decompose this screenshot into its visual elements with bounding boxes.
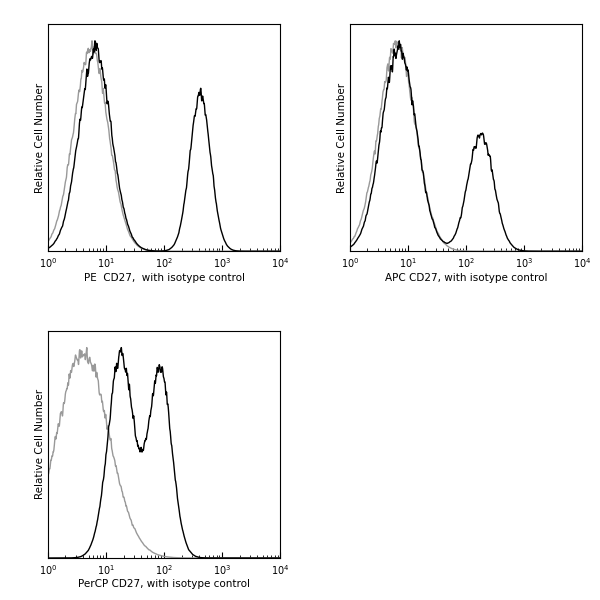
X-axis label: PE  CD27,  with isotype control: PE CD27, with isotype control bbox=[83, 272, 245, 283]
Y-axis label: Relative Cell Number: Relative Cell Number bbox=[35, 83, 45, 193]
Y-axis label: Relative Cell Number: Relative Cell Number bbox=[337, 83, 347, 193]
X-axis label: APC CD27, with isotype control: APC CD27, with isotype control bbox=[385, 272, 547, 283]
X-axis label: PerCP CD27, with isotype control: PerCP CD27, with isotype control bbox=[78, 580, 250, 589]
Y-axis label: Relative Cell Number: Relative Cell Number bbox=[35, 389, 45, 499]
